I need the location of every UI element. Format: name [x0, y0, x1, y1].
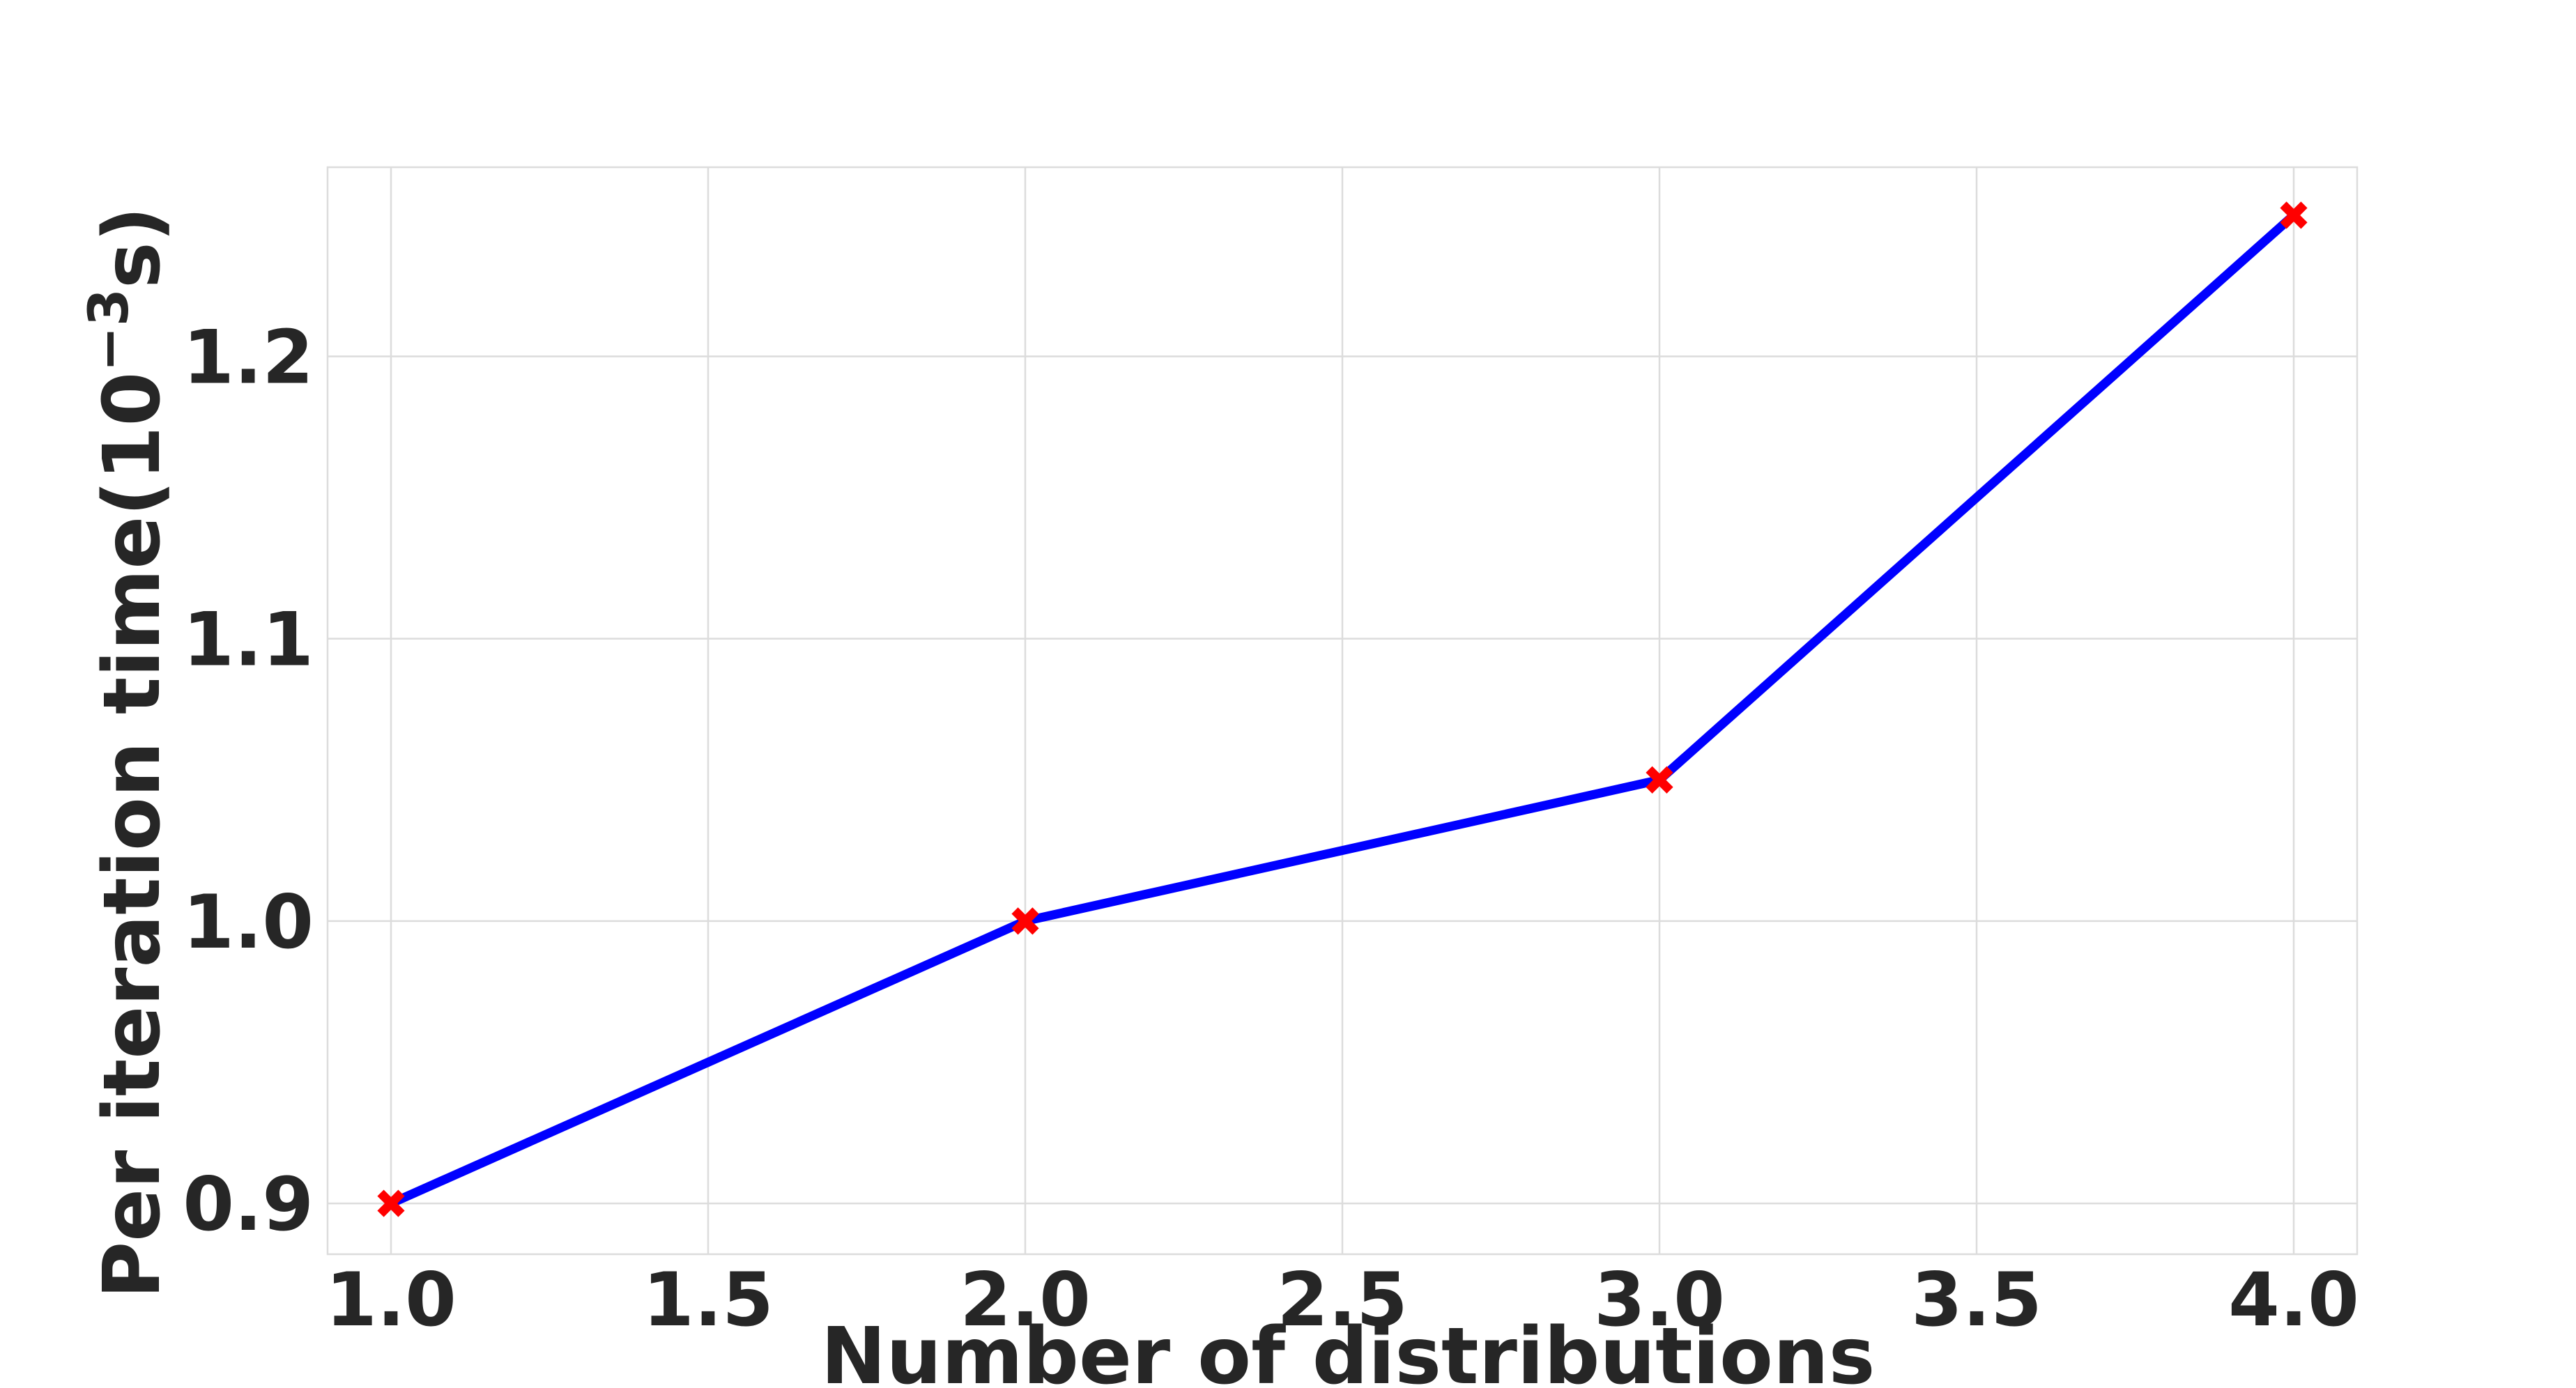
x-tick-label: 2.5	[1277, 1257, 1408, 1343]
x-tick-labels: 1.0 1.5 2.0 2.5 3.0 3.5 4.0	[325, 1257, 2359, 1343]
y-axis-label-unit: s)	[87, 206, 178, 288]
data-point-marker	[377, 1189, 405, 1217]
plot-frame	[326, 166, 2359, 1256]
x-tick-label: 2.0	[960, 1257, 1091, 1343]
x-tick-label: 1.5	[643, 1257, 774, 1343]
x-tick-label: 3.5	[1911, 1257, 2042, 1343]
y-tick-labels: 0.9 1.0 1.1 1.2	[183, 314, 314, 1247]
y-axis-label-exponent: −3	[78, 288, 141, 372]
y-axis-label: Per iteration time(10−3s)	[78, 206, 178, 1299]
y-tick-label: 1.2	[183, 314, 314, 400]
series-group	[377, 201, 2308, 1217]
data-point-marker	[2280, 201, 2308, 229]
x-tick-label: 1.0	[325, 1257, 457, 1343]
x-tick-label: 3.0	[1594, 1257, 1725, 1343]
series-line	[386, 210, 2299, 1208]
y-axis-label-main: Per iteration time(10	[87, 372, 178, 1299]
y-tick-label: 1.1	[183, 597, 314, 683]
x-tick-label: 4.0	[2228, 1257, 2359, 1343]
grid	[328, 167, 2357, 1254]
y-tick-label: 1.0	[183, 879, 314, 965]
data-point-marker	[1646, 766, 1673, 794]
x-axis-label: Number of distributions	[821, 1311, 1876, 1388]
y-tick-label: 0.9	[183, 1162, 314, 1247]
data-point-marker	[1011, 907, 1039, 935]
